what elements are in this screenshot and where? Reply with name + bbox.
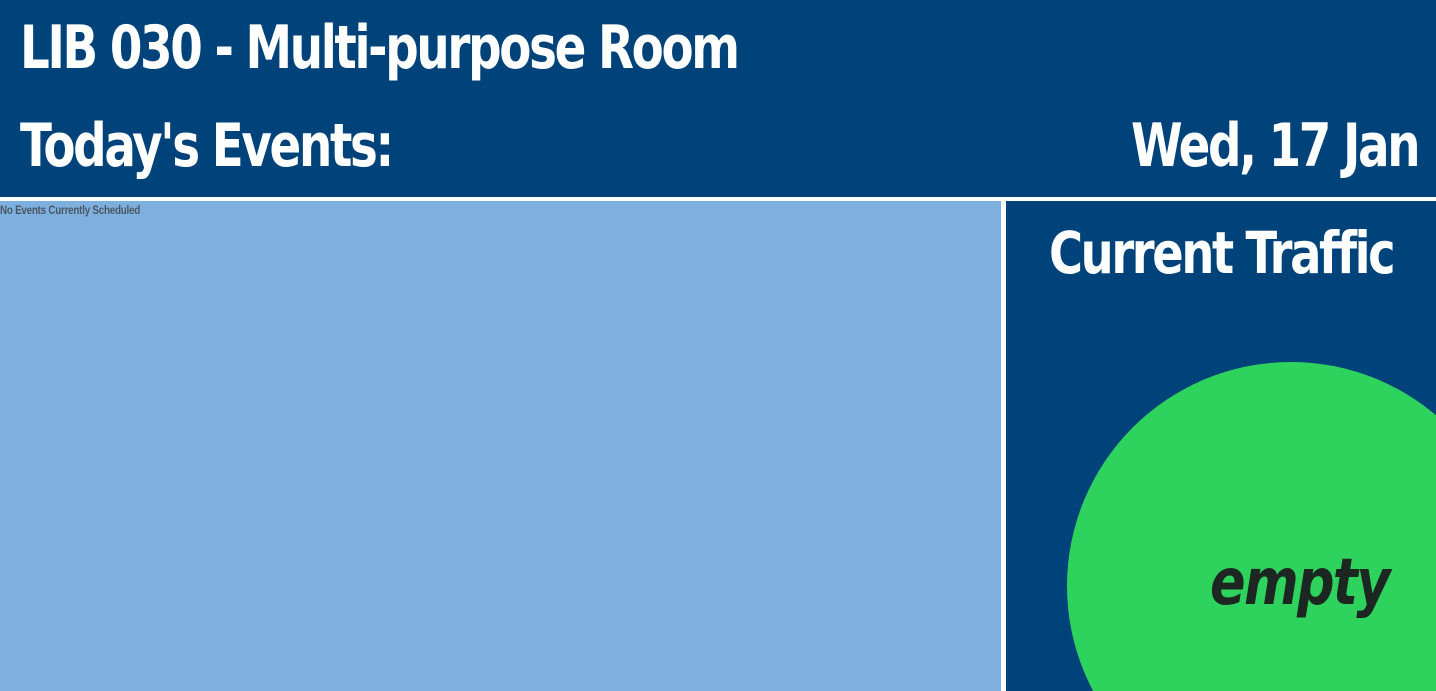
room-title: LIB 030 - Multi-purpose Room <box>20 13 740 83</box>
traffic-indicator-circle <box>1067 362 1436 691</box>
traffic-panel: Current Traffic empty <box>1006 201 1436 691</box>
current-date: Wed, 17 Jan <box>1130 111 1421 181</box>
traffic-status: empty <box>1210 546 1391 620</box>
traffic-heading: Current Traffic <box>1006 215 1436 291</box>
traffic-heading-text: Current Traffic <box>1049 219 1396 287</box>
no-events-message: No Events Currently Scheduled <box>0 203 140 217</box>
events-heading: Today's Events: <box>20 111 394 181</box>
header-bar: LIB 030 - Multi-purpose Room Today's Eve… <box>0 0 1436 197</box>
events-panel: No Events Currently Scheduled <box>0 201 1001 691</box>
